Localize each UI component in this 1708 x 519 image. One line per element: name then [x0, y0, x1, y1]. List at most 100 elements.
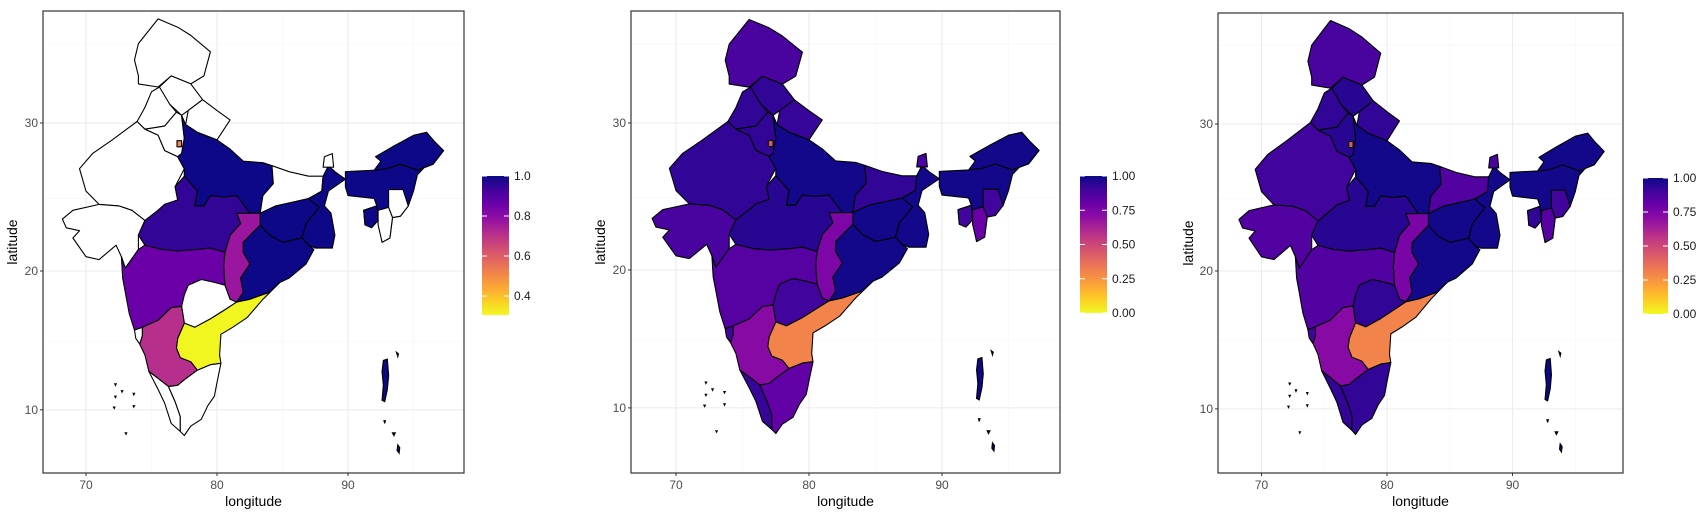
region-sikkim [1488, 153, 1500, 169]
colorbar-legend: 0.4 0.6 0.8 1.0 [482, 169, 531, 315]
region-andaman-nicobar [381, 358, 390, 403]
x-tick-label: 80 [802, 478, 816, 492]
colorbar-legend: 0.00 0.25 0.50 0.75 1.00 [1643, 171, 1697, 321]
region-mizoram [972, 206, 988, 243]
region-west-bengal [1468, 165, 1511, 249]
map-panel-1: 70 80 90 10 20 30 longitude latitude 0.4 0.6 0.8 1.… [4, 10, 531, 509]
y-tick-label: 30 [1200, 117, 1214, 131]
region-lakshadweep [132, 392, 136, 397]
x-tick-label: 80 [210, 478, 224, 492]
y-axis-title: latitude [592, 219, 608, 264]
region-andaman-nicobar [1557, 350, 1562, 359]
region-andaman-nicobar [986, 430, 991, 435]
map-regions [1238, 19, 1605, 454]
map-panel-3: 70 80 90 10 20 30 longitude latitude 0.00 0.25 0.5… [1180, 12, 1697, 509]
region-lakshadweep [1294, 389, 1298, 393]
region-andaman-nicobar [1544, 357, 1553, 402]
y-tick-label: 10 [613, 401, 627, 415]
region-goa [724, 325, 734, 344]
region-andaman-nicobar [990, 349, 994, 358]
legend-label: 0.8 [514, 209, 531, 223]
legend-label: 1.00 [1673, 171, 1697, 185]
panel-border [630, 10, 1061, 474]
legend-label: 1.0 [514, 169, 531, 183]
region-lakshadweep [1298, 431, 1302, 435]
region-lakshadweep [704, 393, 708, 398]
region-delhi [176, 140, 183, 148]
region-tamil-nadu [167, 362, 222, 437]
region-west-bengal [301, 165, 346, 249]
panel-border [42, 10, 465, 474]
x-tick-label: 90 [341, 478, 355, 492]
region-tripura [1527, 205, 1542, 229]
region-lakshadweep [124, 432, 128, 436]
x-axis-title: longitude [225, 493, 282, 509]
y-tick-label: 10 [25, 403, 39, 417]
y-tick-label: 10 [1200, 402, 1214, 416]
region-andaman-nicobar [975, 356, 984, 401]
grid [1218, 13, 1623, 473]
y-tick-label: 30 [25, 116, 39, 130]
region-lakshadweep [710, 388, 715, 392]
region-sikkim [916, 152, 928, 168]
region-lakshadweep [120, 390, 124, 394]
region-lakshadweep [1305, 404, 1309, 408]
region-lakshadweep [1305, 392, 1309, 396]
region-tamil-nadu [759, 361, 814, 435]
region-delhi [1348, 140, 1354, 149]
map-panel-2: 70 80 90 10 20 30 longitude latitude 0.00 0.25 0.5… [592, 10, 1136, 509]
region-lakshadweep [132, 405, 136, 409]
legend-label: 0.00 [1112, 306, 1136, 320]
map-regions [651, 18, 1040, 453]
region-lakshadweep [112, 406, 116, 410]
region-lakshadweep [714, 430, 719, 434]
legend-label: 0.6 [514, 249, 531, 263]
region-west-bengal [894, 164, 940, 248]
region-lakshadweep [1286, 405, 1291, 409]
region-andaman-nicobar [991, 441, 996, 453]
region-tamil-nadu [1340, 362, 1392, 436]
region-sikkim [322, 153, 335, 168]
region-andaman-nicobar [977, 418, 981, 422]
region-andaman-nicobar [395, 350, 400, 359]
y-tick-label: 20 [25, 264, 39, 278]
y-tick-label: 20 [1200, 264, 1214, 278]
region-arunachal-pradesh [1537, 132, 1605, 172]
region-lakshadweep [1288, 382, 1292, 386]
x-tick-label: 70 [79, 478, 93, 492]
x-tick-label: 70 [1255, 478, 1269, 492]
x-tick-label: 90 [935, 478, 949, 492]
region-andaman-nicobar [391, 432, 397, 437]
region-andaman-nicobar [1554, 431, 1559, 436]
region-lakshadweep [722, 391, 727, 395]
x-tick-label: 90 [1506, 478, 1520, 492]
legend-label: 0.25 [1112, 272, 1136, 286]
y-tick-label: 30 [613, 116, 627, 130]
colorbar [482, 176, 509, 315]
y-tick-label: 20 [613, 263, 627, 277]
colorbar-legend: 0.00 0.25 0.50 0.75 1.00 [1080, 169, 1136, 320]
region-lakshadweep [702, 404, 707, 408]
x-axis-title: longitude [1392, 493, 1449, 509]
region-lakshadweep [113, 395, 118, 399]
region-arunachal-pradesh [373, 131, 445, 171]
legend-label: 0.25 [1673, 273, 1697, 287]
legend-label: 0.50 [1673, 239, 1697, 253]
region-andaman-nicobar [1558, 442, 1563, 454]
region-lakshadweep [1288, 394, 1292, 399]
y-axis-title: latitude [1180, 220, 1196, 265]
region-tripura [363, 205, 379, 229]
region-delhi [767, 139, 774, 148]
region-mizoram [377, 206, 394, 243]
region-lakshadweep [113, 383, 118, 387]
region-goa [1307, 326, 1317, 345]
region-goa [133, 326, 143, 345]
y-axis-title: latitude [4, 219, 20, 264]
x-tick-label: 70 [669, 478, 683, 492]
region-lakshadweep [722, 403, 727, 407]
legend-label: 0.75 [1112, 203, 1136, 217]
legend-label: 0.50 [1112, 238, 1136, 252]
region-lakshadweep [704, 381, 708, 385]
legend-label: 0.75 [1673, 205, 1697, 219]
